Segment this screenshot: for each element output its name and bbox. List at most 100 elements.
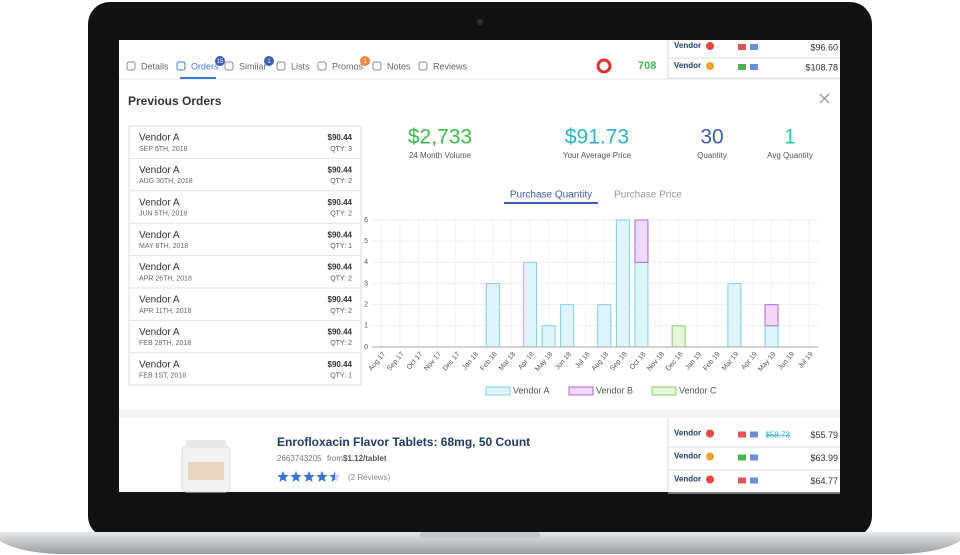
- star: [277, 471, 289, 482]
- vendor-logo: [706, 62, 714, 70]
- order-price: $90.44: [328, 198, 353, 207]
- order-vendor: Vendor A: [139, 197, 180, 208]
- score: 708: [638, 60, 656, 72]
- close-button[interactable]: [819, 93, 830, 104]
- badge: [264, 56, 274, 66]
- legend-label: Vendor C: [679, 385, 717, 395]
- star: [303, 471, 315, 482]
- vendor-name: Vendor: [674, 452, 701, 461]
- y-tick-label: 5: [364, 238, 368, 245]
- y-tick-label: 1: [364, 323, 368, 330]
- tab-icon: [317, 61, 327, 71]
- chart-tab[interactable]: Purchase Price: [614, 190, 682, 201]
- legend-label: Vendor B: [596, 385, 633, 395]
- vendor-logo: [706, 475, 714, 484]
- legend-label: Vendor A: [513, 385, 550, 395]
- order-vendor: Vendor A: [139, 295, 180, 306]
- vendor-price: $108.78: [805, 62, 838, 72]
- tab-label[interactable]: Promos: [332, 61, 364, 71]
- logo-icon: [596, 58, 612, 74]
- vendor-logo: [706, 42, 714, 50]
- order-price: $90.44: [328, 133, 353, 142]
- tab-label[interactable]: Reviews: [433, 61, 468, 71]
- tab-label[interactable]: Notes: [387, 61, 411, 71]
- badge-count: 1: [267, 59, 271, 65]
- order-qty: QTY: 2: [330, 275, 352, 282]
- tab-label[interactable]: Similar: [239, 61, 267, 71]
- notch: [420, 532, 540, 538]
- order-vendor: Vendor A: [139, 165, 180, 176]
- nav-bar: [119, 40, 668, 78]
- order-vendor: Vendor A: [139, 327, 180, 338]
- stat-value: $91.73: [565, 126, 629, 149]
- badge-count: 15: [217, 59, 224, 65]
- product-label: [188, 462, 224, 480]
- bar: [541, 325, 556, 348]
- order-price: $90.44: [328, 328, 353, 337]
- stat-value: $2,733: [408, 126, 472, 149]
- order-qty: QTY: 2: [330, 211, 352, 218]
- shipping-icon: [738, 454, 746, 461]
- order-price: $90.44: [328, 360, 353, 369]
- bar: [727, 283, 742, 348]
- order-vendor: Vendor A: [139, 230, 180, 241]
- order-date: FEB 28TH, 2018: [139, 340, 191, 347]
- vendor-name: Vendor: [674, 429, 701, 438]
- panel-title: Previous Orders: [128, 94, 222, 108]
- order-date: JUN 5TH, 2018: [139, 211, 187, 218]
- legend-swatch: [485, 386, 511, 396]
- product-title[interactable]: Enrofloxacin Flavor Tablets: 68mg, 50 Co…: [277, 435, 530, 449]
- order-qty: QTY: 1: [330, 373, 352, 380]
- chart-icon: [750, 64, 758, 70]
- from-text: from: [327, 454, 343, 463]
- star: [290, 471, 302, 482]
- stat-label: Your Average Price: [563, 151, 632, 160]
- badge: [360, 56, 370, 66]
- shipping-icon: [738, 477, 746, 484]
- tab-label[interactable]: Details: [141, 61, 169, 71]
- order-date: APR 11TH, 2018: [139, 308, 192, 315]
- tab-label[interactable]: Lists: [291, 61, 310, 71]
- star: [316, 471, 328, 482]
- laptop-base: [0, 532, 960, 554]
- vendor-name: Vendor: [674, 475, 701, 484]
- order-vendor: Vendor A: [139, 359, 180, 370]
- order-vendor: Vendor A: [139, 262, 180, 273]
- tab-label[interactable]: Orders: [191, 61, 219, 71]
- chart-icon: [750, 454, 758, 461]
- unit-price: $1.12/tablet: [343, 454, 387, 463]
- order-qty: QTY: 1: [330, 243, 352, 250]
- vendor-price: $96.60: [810, 42, 838, 52]
- vendor-price: $55.79: [810, 430, 838, 440]
- order-date: APR 26TH, 2018: [139, 275, 192, 282]
- camera: [477, 19, 483, 25]
- stat-label: 24 Month Volume: [409, 151, 472, 160]
- vendor-logo: [706, 452, 714, 461]
- section-gap: [119, 410, 840, 418]
- bar: [485, 283, 500, 348]
- order-vendor: Vendor A: [139, 133, 180, 144]
- stat-label: Quantity: [697, 151, 727, 160]
- y-tick-label: 2: [364, 302, 368, 309]
- bar: [764, 304, 779, 327]
- chart-icon: [750, 431, 758, 438]
- legend-swatch: [568, 386, 594, 396]
- old-price: $58.73: [766, 431, 791, 440]
- chart-tab[interactable]: Purchase Quantity: [510, 190, 592, 201]
- tab-icon: [372, 61, 382, 71]
- tab-icon: [418, 61, 428, 71]
- order-qty: QTY: 2: [330, 178, 352, 185]
- y-tick-label: 3: [364, 280, 368, 287]
- vendor-price: $63.99: [810, 453, 838, 463]
- y-tick-label: 0: [364, 344, 368, 351]
- star: [329, 471, 341, 482]
- order-price: $90.44: [328, 230, 353, 239]
- product-cap: [186, 440, 226, 448]
- review-count[interactable]: (2 Reviews): [348, 473, 391, 482]
- order-price: $90.44: [328, 295, 353, 304]
- order-qty: QTY: 2: [330, 340, 352, 347]
- order-date: FEB 1ST, 2018: [139, 373, 186, 380]
- order-qty: QTY: 2: [330, 308, 352, 315]
- shipping-icon: [738, 44, 746, 50]
